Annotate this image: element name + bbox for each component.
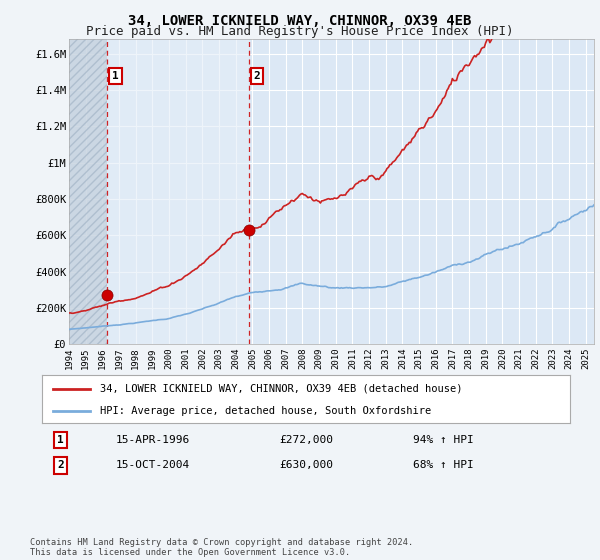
Bar <box>69 39 107 344</box>
Text: 1: 1 <box>57 435 64 445</box>
Text: Price paid vs. HM Land Registry's House Price Index (HPI): Price paid vs. HM Land Registry's House … <box>86 25 514 38</box>
Text: 94% ↑ HPI: 94% ↑ HPI <box>413 435 473 445</box>
Text: 2: 2 <box>254 71 260 81</box>
Text: Contains HM Land Registry data © Crown copyright and database right 2024.
This d: Contains HM Land Registry data © Crown c… <box>30 538 413 557</box>
Bar <box>107 39 249 344</box>
Text: HPI: Average price, detached house, South Oxfordshire: HPI: Average price, detached house, Sout… <box>100 406 431 416</box>
Text: 15-APR-1996: 15-APR-1996 <box>116 435 190 445</box>
Text: 34, LOWER ICKNIELD WAY, CHINNOR, OX39 4EB (detached house): 34, LOWER ICKNIELD WAY, CHINNOR, OX39 4E… <box>100 384 463 394</box>
Text: £272,000: £272,000 <box>279 435 333 445</box>
Text: 68% ↑ HPI: 68% ↑ HPI <box>413 460 473 470</box>
Text: 1: 1 <box>112 71 119 81</box>
Text: 15-OCT-2004: 15-OCT-2004 <box>116 460 190 470</box>
Text: 34, LOWER ICKNIELD WAY, CHINNOR, OX39 4EB: 34, LOWER ICKNIELD WAY, CHINNOR, OX39 4E… <box>128 14 472 28</box>
Text: 2: 2 <box>57 460 64 470</box>
Text: £630,000: £630,000 <box>279 460 333 470</box>
